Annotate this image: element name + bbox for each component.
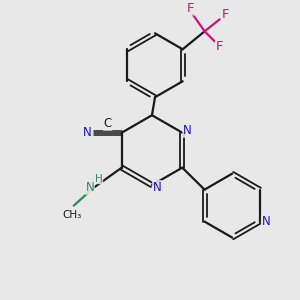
Text: CH₃: CH₃ bbox=[62, 210, 81, 220]
Text: N: N bbox=[153, 181, 161, 194]
Text: N: N bbox=[262, 215, 270, 228]
Text: F: F bbox=[222, 8, 230, 21]
Text: F: F bbox=[216, 40, 224, 53]
Text: H: H bbox=[95, 174, 103, 184]
Text: C: C bbox=[103, 117, 112, 130]
Text: F: F bbox=[187, 2, 194, 15]
Text: N: N bbox=[183, 124, 192, 137]
Text: N: N bbox=[82, 126, 91, 139]
Text: N: N bbox=[85, 181, 94, 194]
